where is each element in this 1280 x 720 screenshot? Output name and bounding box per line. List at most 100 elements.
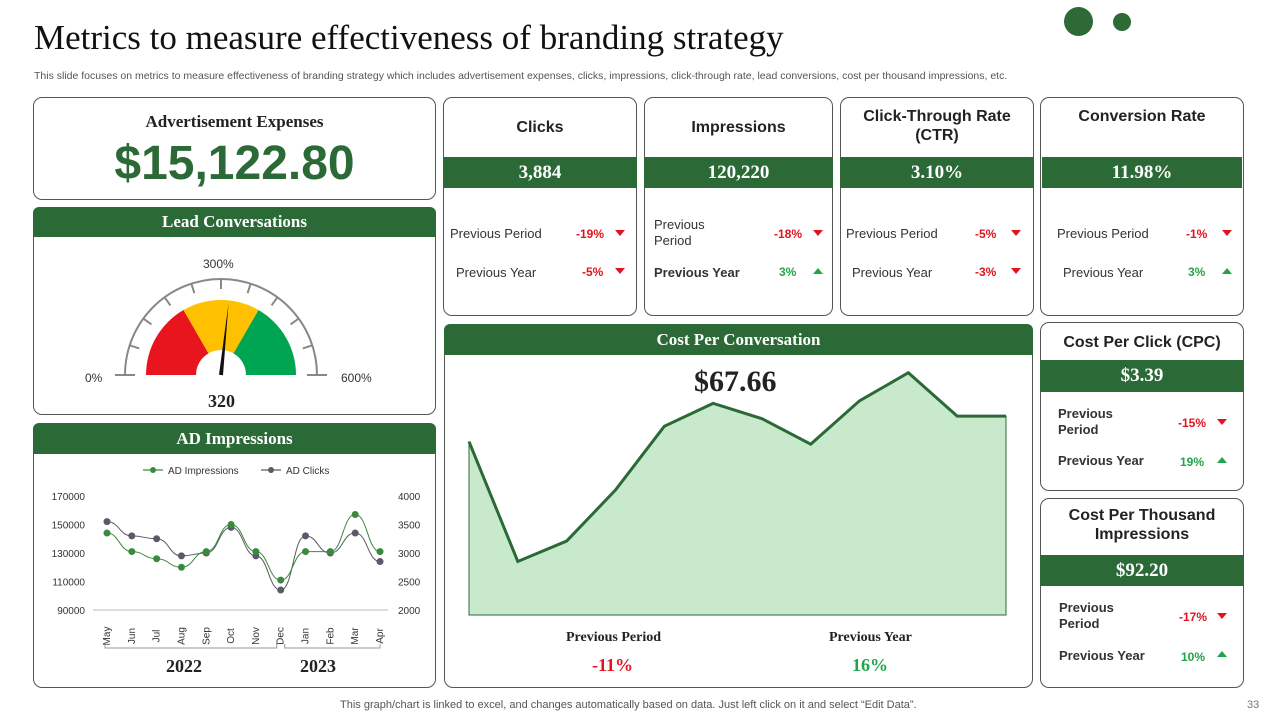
gauge-tick (270, 296, 279, 307)
cpm-prev-year-pct: 10% (1181, 650, 1206, 664)
point-ad-impressions (351, 511, 359, 519)
y-right-tick-label: 2500 (398, 578, 421, 589)
cpc-prev-year-up-icon (1217, 457, 1227, 463)
cpm-prev-period-pct: -17% (1179, 610, 1208, 624)
point-ad-clicks (177, 552, 185, 560)
cpm-title: Cost Per Thousand Impressions (1068, 507, 1216, 543)
cpm-prev-period-label: Previous Period (1059, 600, 1114, 631)
ad-impressions-header: AD Impressions (33, 423, 436, 454)
y-left-tick-label: 150000 (52, 521, 86, 532)
point-ad-clicks (153, 535, 161, 543)
cpm-card: Cost Per Thousand Impressions (1040, 498, 1244, 688)
point-ad-impressions (326, 548, 334, 556)
cpm-prev-year-label: Previous Year (1059, 648, 1145, 663)
point-ad-impressions (376, 548, 384, 556)
conversion-rate-prev-period-label: Previous Period (1057, 226, 1149, 241)
conversion-rate-prev-period-pct: -1% (1186, 227, 1208, 241)
y-right-tick-label: 3000 (398, 549, 421, 560)
cpc-prev-period-label: Previous Period (1058, 406, 1113, 437)
gauge-tick (129, 344, 140, 350)
lead-conversations-value: 320 (208, 391, 235, 411)
cpc-prev-year-label: Previous Year (829, 630, 912, 645)
gauge-min-label: 0% (85, 371, 103, 385)
page-title: Metrics to measure effectiveness of bran… (34, 18, 784, 57)
decor-dot-small (1113, 13, 1131, 31)
conversion-rate-prev-year-up-icon (1222, 268, 1232, 274)
ctr-title: Click-Through Rate (CTR) (863, 108, 1011, 144)
gauge-max-label: 600% (341, 371, 372, 385)
page-subtitle: This slide focuses on metrics to measure… (34, 70, 1008, 82)
cpc-prev-year-pct: 19% (1180, 455, 1205, 469)
y-left-tick-label: 170000 (52, 492, 86, 503)
series-line-ad-impressions (106, 514, 381, 581)
x-tick-label: Oct (226, 628, 237, 644)
cpm-prev-year-up-icon (1217, 651, 1227, 657)
point-ad-clicks (351, 529, 359, 537)
conversion-rate-prev-year-pct: 3% (1188, 265, 1206, 279)
area-fill (468, 372, 1007, 616)
cpc-card: Cost Per Click (CPC) (1040, 322, 1244, 491)
gauge-needle (219, 303, 229, 376)
page-number: 33 (1247, 699, 1260, 711)
cpc-prev-period-down-icon (1217, 419, 1227, 425)
impressions-value: 120,220 (644, 157, 833, 188)
ctr-value: 3.10% (840, 157, 1034, 188)
x-tick-label: Aug (176, 627, 187, 645)
ctr-prev-period-down-icon (1011, 230, 1021, 236)
lead-gauge (115, 278, 327, 376)
ctr-prev-period-label: Previous Period (846, 226, 938, 241)
impressions-title: Impressions (691, 119, 786, 136)
conversion-rate-title: Conversion Rate (1078, 108, 1206, 125)
ad-expenses-card: Advertisement Expenses $15,122.80 (33, 97, 436, 200)
gauge-tick (302, 344, 313, 350)
gauge-tick (142, 317, 153, 326)
clicks-value: 3,884 (443, 157, 637, 188)
ad-expenses-value: $15,122.80 (114, 137, 355, 190)
ctr-prev-year-down-icon (1011, 268, 1021, 274)
x-tick-label: Dec (276, 627, 287, 645)
conversion-rate-prev-year-label: Previous Year (1063, 265, 1144, 280)
cpc-title: Cost Per Click (CPC) (1063, 334, 1221, 351)
cost-per-conversation-value: $67.66 (694, 365, 777, 398)
ctr-prev-year-pct: -3% (975, 265, 997, 279)
cpm-value: $92.20 (1040, 555, 1244, 586)
cpm-prev-period-down-icon (1217, 613, 1227, 619)
impressions-prev-year-label: Previous Year (654, 265, 740, 280)
point-ad-impressions (202, 548, 210, 556)
year-2022-label: 2022 (166, 656, 202, 676)
clicks-prev-period-label: Previous Period (450, 226, 542, 241)
clicks-prev-period-down-icon (615, 230, 625, 236)
year-2023-bracket (284, 644, 381, 649)
point-ad-clicks (128, 532, 136, 540)
conversion-rate-value: 11.98% (1042, 157, 1242, 188)
y-left-tick-label: 110000 (52, 578, 85, 589)
x-tick-label: Jun (127, 628, 138, 644)
cost-conv-prev-period-pct: -11% (592, 655, 634, 675)
series-line-ad-clicks (106, 521, 381, 591)
cost-per-conversation-header: Cost Per Conversation (444, 324, 1033, 355)
x-tick-label: Feb (325, 627, 336, 645)
cpc-prev-year-label: Previous Year (1058, 453, 1144, 468)
point-ad-clicks (277, 586, 285, 594)
ctr-card: Click-Through Rate (CTR) (840, 97, 1034, 316)
point-ad-impressions (103, 529, 111, 537)
clicks-prev-year-label: Previous Year (456, 265, 537, 280)
cpc-prev-period-pct: -15% (1178, 416, 1207, 430)
gauge-yellow-band (183, 300, 259, 354)
gauge-mid-label: 300% (203, 257, 234, 271)
point-ad-impressions (277, 576, 285, 584)
impressions-prev-period-label: Previous Period (654, 217, 705, 248)
legend-swatch-marker (150, 467, 156, 473)
y-right-tick-label: 3500 (398, 521, 421, 532)
gauge-tick (246, 283, 252, 294)
point-ad-clicks (103, 518, 111, 526)
area-line (467, 370, 1006, 564)
cost-conv-prev-year-pct: 16% (852, 655, 888, 675)
ad-impressions-card (33, 423, 436, 688)
ctr-prev-year-label: Previous Year (852, 265, 933, 280)
legend-label: AD Clicks (286, 466, 329, 477)
impressions-prev-period-pct: -18% (774, 227, 803, 241)
x-tick-label: Jan (301, 628, 312, 644)
gauge-green-band (233, 310, 296, 375)
point-ad-impressions (252, 548, 260, 556)
